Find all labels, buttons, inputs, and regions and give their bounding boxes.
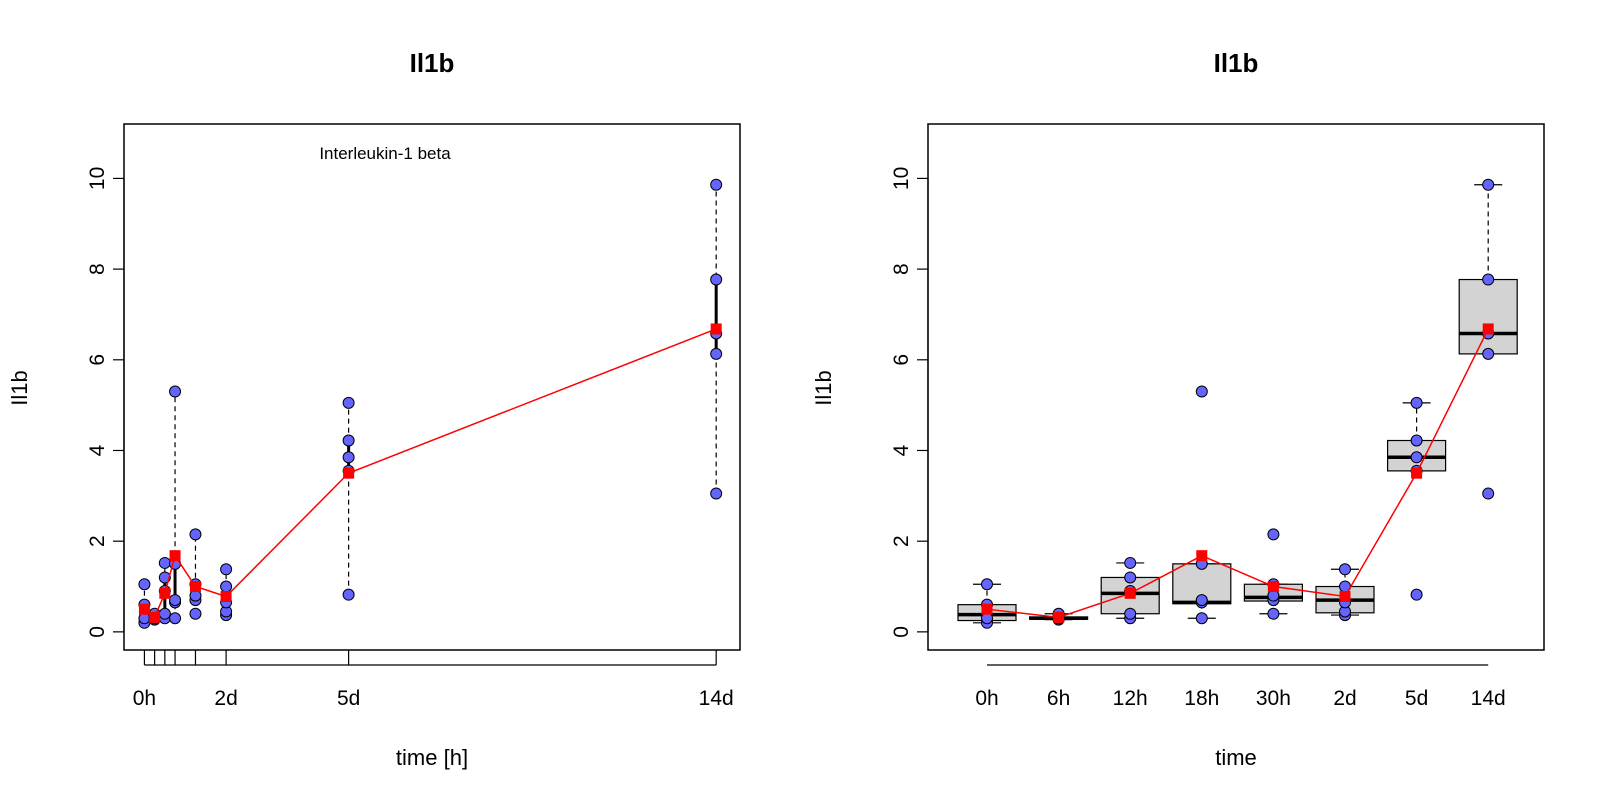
right-data-point (1410, 451, 1423, 464)
right-chart-title: Il1b (1214, 48, 1259, 78)
right-data-point (1124, 571, 1137, 584)
left-data-point (158, 556, 171, 569)
left-data-point (710, 273, 723, 286)
left-data-point (169, 612, 182, 625)
right-x-tick-label: 14d (1471, 687, 1506, 710)
left-y-tick-label: 0 (86, 626, 109, 638)
right-mean-line (986, 328, 1489, 619)
right-x-tick-label: 30h (1256, 687, 1291, 710)
left-data-point (169, 594, 182, 607)
right-data-point (1195, 594, 1208, 607)
right-data-point (1339, 563, 1351, 576)
right-data-point (981, 578, 993, 591)
right-data-point (1267, 607, 1280, 620)
right-x-tick-label: 2d (1333, 687, 1356, 710)
left-mean-line (143, 328, 717, 619)
left-data-point (158, 607, 171, 620)
left-plot-frame (123, 123, 741, 651)
left-mean-marker (220, 590, 232, 602)
left-panel: Il1b Interleukin-1 beta time [h] Il1b 0 2… (7, 48, 741, 770)
right-data-point (1124, 607, 1137, 620)
right-mean-marker (1053, 611, 1065, 623)
right-data-point (1195, 612, 1208, 625)
left-data-point (158, 571, 171, 584)
left-data-point (710, 487, 723, 500)
right-x-tick-label: 18h (1184, 687, 1219, 710)
left-y-tick-label: 10 (86, 167, 109, 190)
left-x-axis-label: time [h] (396, 745, 468, 770)
right-mean-marker (1196, 550, 1208, 562)
left-data-point (342, 396, 355, 409)
left-data-point (710, 178, 723, 191)
right-mean-marker (1267, 581, 1279, 593)
left-data-point (169, 385, 182, 398)
right-y-axis-label: Il1b (811, 370, 836, 405)
right-data-point (1482, 178, 1495, 191)
left-y-axis-label: Il1b (7, 370, 32, 405)
left-mean-marker (710, 323, 722, 335)
right-data-point (1410, 434, 1423, 447)
left-data-point (710, 347, 723, 360)
right-data-point (1410, 396, 1423, 409)
right-data-point (1410, 588, 1423, 601)
right-data-point (1267, 528, 1280, 541)
left-x-tick-label: 14d (699, 687, 734, 710)
left-x-tick-label: 0h (133, 687, 156, 710)
right-panel: Il1b time Il1b 0 2 4 6 8 10 0h 6h 12h 18h 30h 2d 5d 1… (811, 48, 1545, 770)
right-y-tick-label: 2 (890, 535, 913, 547)
left-y-tick-label: 2 (86, 535, 109, 547)
right-x-axis-label: time (1215, 745, 1257, 770)
right-mean-marker (981, 603, 993, 615)
right-y-tick-label: 8 (890, 263, 913, 275)
right-y-tick-label: 0 (890, 626, 913, 638)
right-y-tick-label: 10 (890, 167, 913, 190)
right-plot-frame (927, 123, 1545, 651)
left-data-point (189, 528, 202, 541)
left-data-point (342, 451, 355, 464)
left-mean-marker (343, 467, 355, 479)
left-plot-marks: 0 2 4 6 8 10 0h 2d 5d 14d (86, 167, 734, 710)
right-data-point (1482, 487, 1495, 500)
right-mean-marker (1124, 587, 1136, 599)
left-data-point (138, 578, 151, 591)
left-chart-annotation: Interleukin-1 beta (319, 144, 451, 163)
left-y-tick-label: 8 (86, 263, 109, 275)
right-mean-marker (1411, 467, 1423, 479)
left-chart-title: Il1b (410, 48, 455, 78)
right-data-point (1482, 347, 1495, 360)
right-mean-marker (1482, 323, 1494, 335)
right-x-tick-label: 6h (1047, 687, 1070, 710)
right-data-point (1195, 385, 1208, 398)
right-x-tick-label: 12h (1113, 687, 1148, 710)
right-x-tick-label: 5d (1405, 687, 1428, 710)
left-y-tick-label: 4 (86, 444, 109, 456)
left-mean-marker (149, 611, 161, 623)
right-data-point (1124, 556, 1137, 569)
left-data-point (189, 607, 202, 620)
left-data-point (220, 563, 233, 576)
left-y-tick-label: 6 (86, 354, 109, 366)
left-mean-marker (169, 550, 181, 562)
right-x-tick-label: 0h (975, 687, 998, 710)
left-x-tick-label: 2d (214, 687, 237, 710)
left-x-tick-label: 5d (337, 687, 360, 710)
left-mean-marker (189, 581, 201, 593)
right-y-tick-label: 6 (890, 354, 913, 366)
left-data-point (220, 580, 233, 593)
right-plot-marks: 0 2 4 6 8 10 0h 6h 12h 18h 30h 2d 5d 14d (890, 167, 1518, 710)
right-mean-marker (1339, 590, 1351, 602)
right-box (1458, 278, 1518, 355)
right-y-tick-label: 4 (890, 444, 913, 456)
left-data-point (342, 588, 355, 601)
left-mean-marker (138, 603, 150, 615)
left-data-point (342, 434, 355, 447)
left-mean-marker (159, 587, 171, 599)
right-data-point (1482, 273, 1495, 286)
